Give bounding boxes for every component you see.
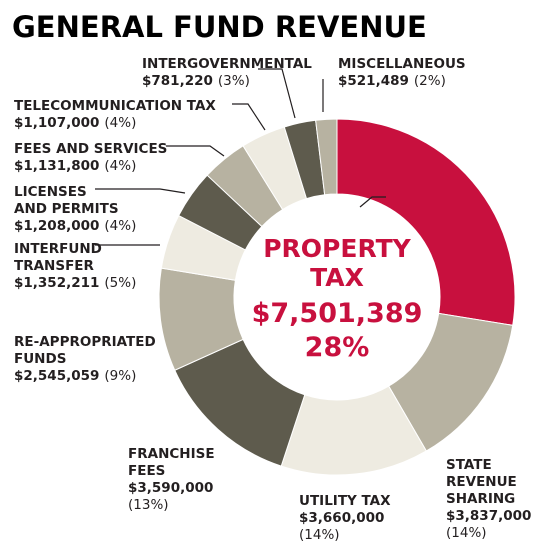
slice-label-percent: (4%) [104, 218, 136, 234]
slice-miscellaneous [315, 118, 338, 196]
slice-label-percent: (4%) [104, 115, 136, 131]
leader-line [95, 188, 186, 194]
slice-label-name: LICENSES [14, 184, 87, 200]
slice-property-tax [336, 118, 516, 326]
slice-label: INTERGOVERNMENTAL $781,220 (3%) [142, 56, 312, 89]
slice-label-name: STATE [446, 457, 492, 473]
slice-label-name: TRANSFER [14, 258, 95, 274]
slice-label-name: FUNDS [14, 351, 66, 367]
slice-label-name: FEES AND SERVICES [14, 141, 167, 157]
slice-label-name: TELECOMMUNICATION TAX [14, 98, 216, 114]
slice-label-name: REVENUE [446, 474, 517, 490]
center-label-line1: PROPERTY [263, 234, 411, 263]
slice-label: INTERFUND TRANSFER $1,352,211 (5%) [14, 241, 136, 291]
slice-label-value: $1,208,000 [14, 218, 99, 234]
slice-label-name: FEES [128, 463, 165, 479]
leader-lines [95, 68, 386, 246]
slice-label-value: $521,489 [338, 73, 409, 89]
slice-label: LICENSES AND PERMITS $1,208,000 (4%) [14, 184, 136, 234]
slice-label: TELECOMMUNICATION TAX $1,107,000 (4%) [14, 98, 216, 131]
slice-label-value: $1,352,211 [14, 275, 99, 291]
slice-label-value: $3,660,000 [299, 510, 384, 526]
center-label-value: $7,501,389 [252, 298, 423, 329]
center-label-line2: TAX [310, 263, 364, 292]
leader-line [166, 145, 225, 157]
slice-label-name: INTERFUND [14, 241, 102, 257]
slice-label-value: $781,220 [142, 73, 213, 89]
slice-label: STATE REVENUE SHARING $3,837,000 (14%) [446, 457, 531, 541]
leader-line [258, 68, 296, 119]
slice-label-name: SHARING [446, 491, 515, 507]
slice-label-percent: (2%) [414, 73, 446, 89]
slice-label-name: UTILITY TAX [299, 493, 391, 509]
slice-label-name: INTERGOVERNMENTAL [142, 56, 312, 72]
slice-label-value: $1,107,000 [14, 115, 99, 131]
donut-slices [158, 118, 516, 476]
slice-label-value: $3,590,000 [128, 480, 213, 496]
slice-label: RE-APPROPRIATED FUNDS $2,545,059 (9%) [14, 334, 156, 384]
slice-label-name: AND PERMITS [14, 201, 119, 217]
slice-label-percent: (3%) [218, 73, 250, 89]
slice-labels: MISCELLANEOUS $521,489 (2%) INTERGOVERNMENT… [14, 56, 531, 543]
slice-label-percent: (9%) [104, 368, 136, 384]
slice-label-name: RE-APPROPRIATED [14, 334, 156, 350]
slice-label: UTILITY TAX $3,660,000 (14%) [299, 493, 391, 543]
slice-label-value: $1,131,800 [14, 158, 99, 174]
slice-label: FRANCHISE FEES $3,590,000 (13%) [128, 446, 215, 513]
center-label: PROPERTY TAX $7,501,389 28% [252, 234, 423, 363]
center-label-percent: 28% [305, 332, 370, 363]
slice-label-percent: (5%) [104, 275, 136, 291]
slice-label: MISCELLANEOUS $521,489 (2%) [338, 56, 466, 89]
slice-label-name: FRANCHISE [128, 446, 215, 462]
chart-title: GENERAL FUND REVENUE [12, 10, 427, 44]
slice-label-percent: (13%) [128, 497, 169, 513]
slice-label-percent: (14%) [446, 525, 487, 541]
leader-line [359, 196, 386, 208]
slice-label-name: MISCELLANEOUS [338, 56, 466, 72]
slice-label-value: $2,545,059 [14, 368, 99, 384]
slice-label-value: $3,837,000 [446, 508, 531, 524]
slice-label: FEES AND SERVICES $1,131,800 (4%) [14, 141, 167, 174]
leader-line [232, 103, 266, 131]
slice-label-percent: (4%) [104, 158, 136, 174]
slice-label-percent: (14%) [299, 527, 340, 543]
